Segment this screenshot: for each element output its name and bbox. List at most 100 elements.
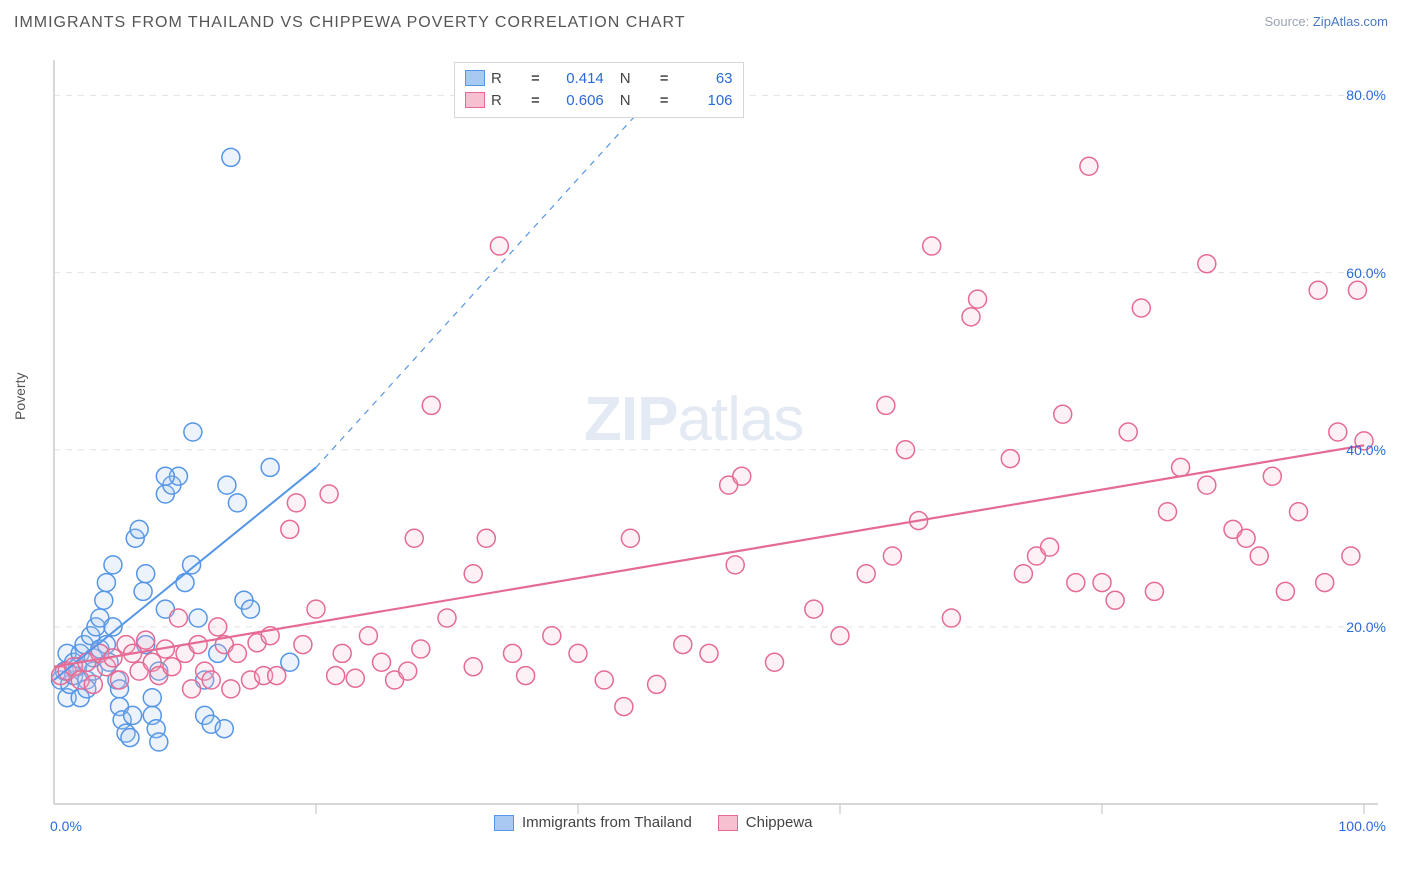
n-value: 106	[675, 92, 733, 109]
data-point	[923, 237, 941, 255]
data-point	[897, 441, 915, 459]
data-point	[969, 290, 987, 308]
data-point	[1041, 538, 1059, 556]
data-point	[543, 627, 561, 645]
legend-item: Chippewa	[718, 814, 813, 831]
correlation-legend: R=0.414N=63R=0.606N=106	[454, 62, 744, 118]
data-point	[1309, 281, 1327, 299]
data-point	[1329, 423, 1347, 441]
data-point	[183, 556, 201, 574]
legend-label: Chippewa	[746, 814, 813, 831]
data-point	[183, 680, 201, 698]
data-point	[373, 653, 391, 671]
data-point	[184, 423, 202, 441]
data-point	[307, 600, 325, 618]
data-point	[504, 644, 522, 662]
data-point	[189, 636, 207, 654]
data-point	[156, 467, 174, 485]
data-point	[1080, 157, 1098, 175]
y-tick-label: 40.0%	[1346, 442, 1386, 458]
data-point	[1014, 565, 1032, 583]
data-point	[1132, 299, 1150, 317]
series-legend: Immigrants from ThailandChippewa	[494, 814, 813, 831]
data-point	[726, 556, 744, 574]
source-label: Source:	[1264, 14, 1312, 29]
data-point	[1276, 582, 1294, 600]
data-point	[674, 636, 692, 654]
data-point	[320, 485, 338, 503]
data-point	[130, 520, 148, 538]
data-point	[202, 671, 220, 689]
legend-swatch	[494, 815, 514, 831]
data-point	[1119, 423, 1137, 441]
chart-title: IMMIGRANTS FROM THAILAND VS CHIPPEWA POV…	[14, 14, 686, 32]
data-point	[942, 609, 960, 627]
equals: =	[531, 70, 540, 87]
plot-svg	[44, 54, 1384, 834]
data-point	[464, 565, 482, 583]
data-point	[1237, 529, 1255, 547]
legend-stat-row: R=0.414N=63	[465, 67, 733, 89]
data-point	[209, 618, 227, 636]
data-point	[877, 396, 895, 414]
data-point	[766, 653, 784, 671]
data-point	[831, 627, 849, 645]
n-label: N	[620, 70, 654, 87]
legend-swatch	[465, 92, 485, 108]
y-tick-label: 60.0%	[1346, 265, 1386, 281]
data-point	[1145, 582, 1163, 600]
data-point	[412, 640, 430, 658]
y-axis-label: Poverty	[12, 373, 28, 420]
data-point	[805, 600, 823, 618]
data-point	[1067, 574, 1085, 592]
data-point	[700, 644, 718, 662]
data-point	[1159, 503, 1177, 521]
data-point	[648, 675, 666, 693]
data-point	[137, 565, 155, 583]
data-point	[962, 308, 980, 326]
data-point	[287, 494, 305, 512]
data-point	[1250, 547, 1268, 565]
x-tick-label: 0.0%	[50, 818, 82, 834]
r-value: 0.606	[546, 92, 604, 109]
legend-swatch	[465, 70, 485, 86]
data-point	[215, 720, 233, 738]
data-point	[1093, 574, 1111, 592]
data-point	[405, 529, 423, 547]
source-credit: Source: ZipAtlas.com	[1264, 14, 1388, 29]
data-point	[95, 591, 113, 609]
data-point	[569, 644, 587, 662]
data-point	[857, 565, 875, 583]
data-point	[124, 706, 142, 724]
data-point	[189, 609, 207, 627]
source-link[interactable]: ZipAtlas.com	[1313, 14, 1388, 29]
data-point	[176, 574, 194, 592]
y-tick-label: 20.0%	[1346, 619, 1386, 635]
data-point	[595, 671, 613, 689]
data-point	[150, 733, 168, 751]
data-point	[84, 675, 102, 693]
trend-line	[54, 445, 1364, 666]
y-tick-label: 80.0%	[1346, 87, 1386, 103]
equals: =	[660, 92, 669, 109]
data-point	[615, 698, 633, 716]
r-value: 0.414	[546, 70, 604, 87]
data-point	[621, 529, 639, 547]
scatter-plot: ZIPatlas R=0.414N=63R=0.606N=106 20.0%40…	[44, 54, 1384, 834]
data-point	[228, 644, 246, 662]
data-point	[134, 582, 152, 600]
data-point	[438, 609, 456, 627]
data-point	[281, 520, 299, 538]
data-point	[1342, 547, 1360, 565]
data-point	[137, 631, 155, 649]
equals: =	[660, 70, 669, 87]
data-point	[1263, 467, 1281, 485]
data-point	[327, 667, 345, 685]
data-point	[242, 600, 260, 618]
data-point	[222, 680, 240, 698]
data-point	[228, 494, 246, 512]
data-point	[104, 556, 122, 574]
r-label: R	[491, 70, 525, 87]
data-point	[1172, 458, 1190, 476]
data-point	[333, 644, 351, 662]
